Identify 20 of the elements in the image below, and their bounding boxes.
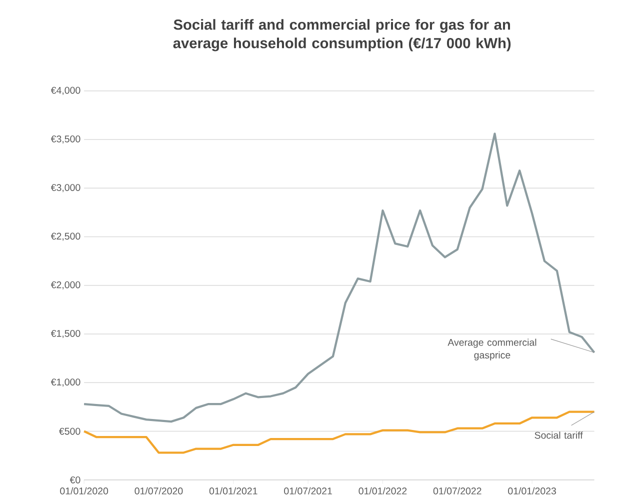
line-series <box>82 132 596 422</box>
y-tick-label: €2,000 <box>50 281 80 290</box>
y-tick-label: €3,500 <box>50 135 80 144</box>
x-tick-label: 01/07/2022 <box>433 487 482 494</box>
chart-title: Social tariff and commercial price for gas for an average household consumption (€/17 000 kWh) <box>173 18 511 52</box>
y-tick-label: €1,500 <box>50 330 80 338</box>
y-tick-label: €500 <box>59 428 80 435</box>
x-tick-label: 01/07/2021 <box>284 487 332 494</box>
x-tick-label: 01/01/2022 <box>358 487 407 494</box>
x-tick-label: 01/07/2020 <box>134 487 183 494</box>
x-tick-label: 01/01/2023 <box>508 487 556 494</box>
legend-label: Average commercial gasprice <box>448 338 536 360</box>
y-tick-label: €1,000 <box>50 378 80 386</box>
y-tick-label: €4,000 <box>50 86 80 95</box>
series-label: Social tariff <box>534 431 583 439</box>
y-tick-label: €3,000 <box>50 184 80 192</box>
x-tick-label: 01/01/2020 <box>60 487 108 494</box>
x-tick-label: 01/01/2021 <box>209 487 258 494</box>
y-tick-label: €0 <box>70 476 80 484</box>
y-tick-label: €2,500 <box>50 232 80 241</box>
